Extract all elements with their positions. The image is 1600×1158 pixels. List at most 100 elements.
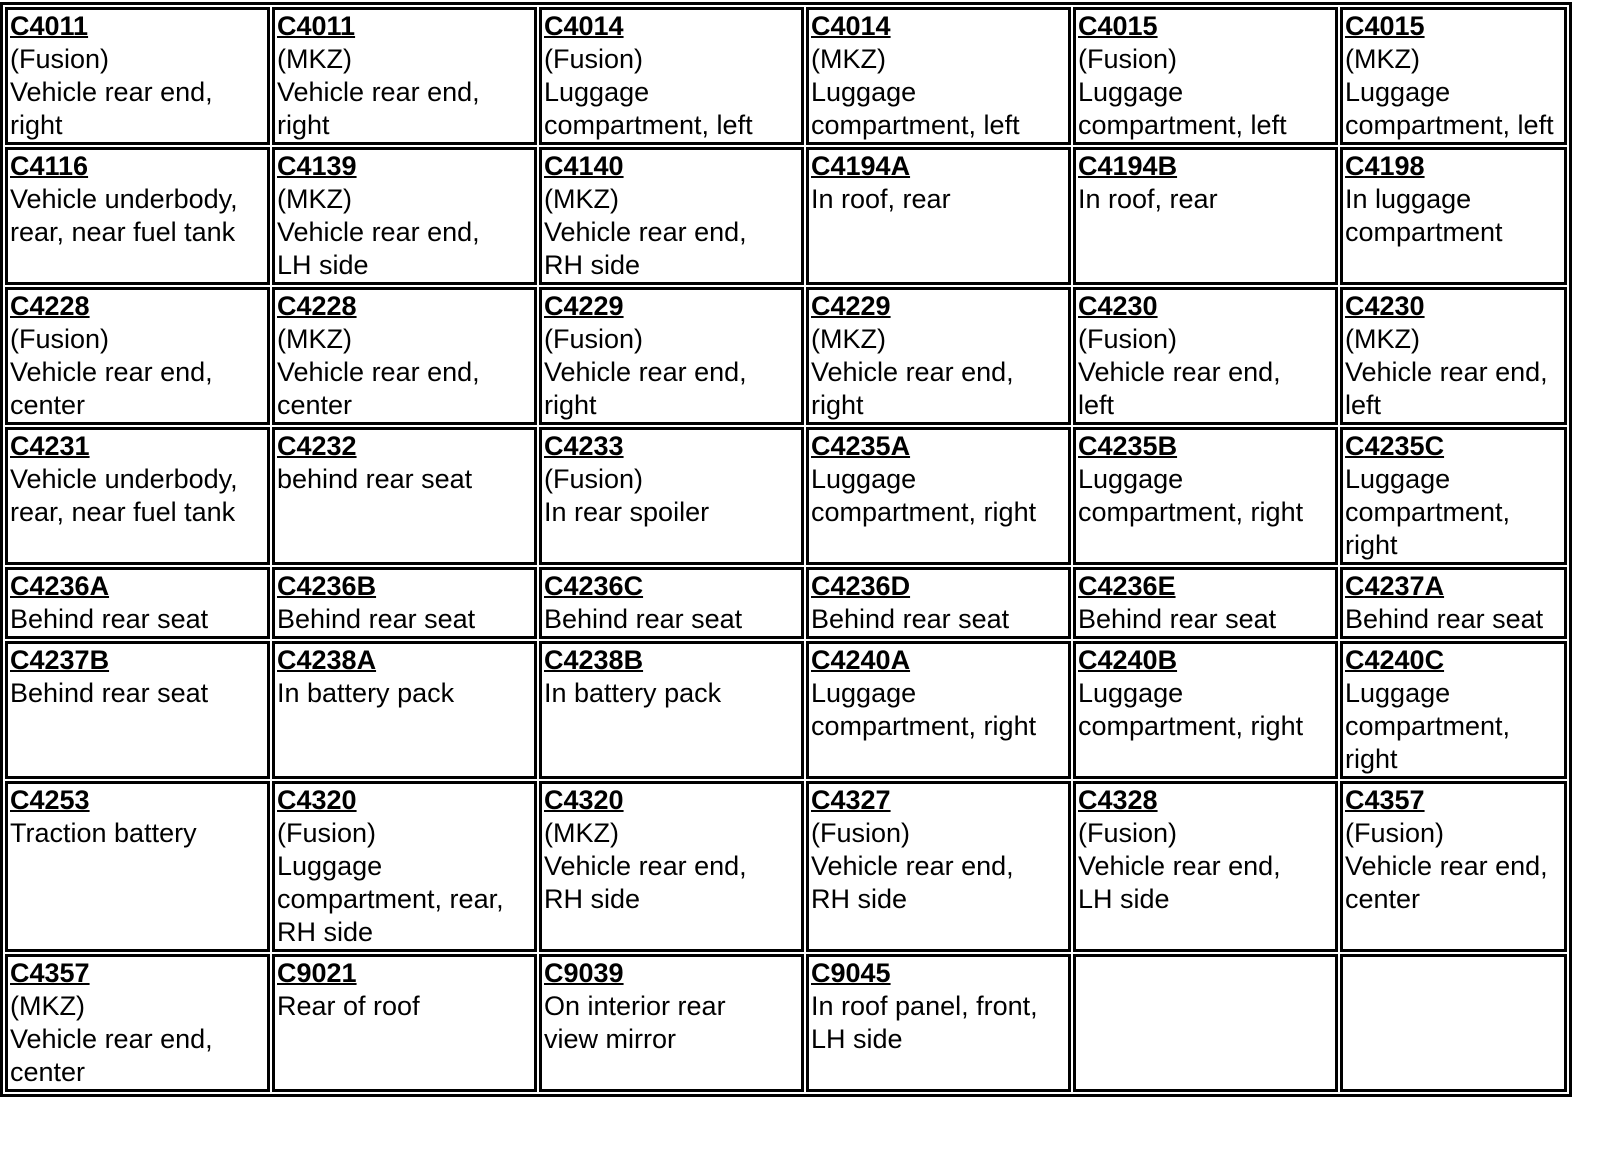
- location-text: Vehicle rear end,: [10, 77, 213, 107]
- location-text: compartment, right: [811, 711, 1037, 741]
- location-text: center: [277, 390, 353, 420]
- connector-code: C4357: [10, 958, 90, 988]
- connector-cell: C4015 (Fusion) Luggage compartment, left: [1073, 7, 1338, 145]
- connector-cell: C4233 (Fusion) In rear spoiler: [539, 427, 804, 565]
- table-row: C4231 Vehicle underbody, rear, near fuel t…: [5, 427, 1567, 565]
- location-text: Luggage: [544, 77, 650, 107]
- connector-cell: C9045 In roof panel, front, LH side: [806, 954, 1071, 1092]
- location-text: Luggage: [277, 851, 383, 881]
- connector-cell: C4011 (Fusion) Vehicle rear end, right: [5, 7, 270, 145]
- location-text: Luggage: [1345, 678, 1451, 708]
- connector-code: C4230: [1078, 291, 1158, 321]
- location-text: LH side: [1078, 884, 1170, 914]
- connector-code: C4357: [1345, 785, 1425, 815]
- connector-cell: C4236B Behind rear seat: [272, 567, 537, 639]
- connector-cell: C4228 (MKZ) Vehicle rear end, center: [272, 287, 537, 425]
- location-text: (MKZ): [1345, 324, 1420, 354]
- table-row: C4357 (MKZ) Vehicle rear end, center C9021 Re…: [5, 954, 1567, 1092]
- location-text: (Fusion): [10, 44, 110, 74]
- location-text: RH side: [277, 917, 374, 947]
- location-text: compartment, left: [811, 110, 1020, 140]
- connector-cell: C4236E Behind rear seat: [1073, 567, 1338, 639]
- connector-cell: C4235C Luggage compartment, right: [1340, 427, 1567, 565]
- connector-code: C4253: [10, 785, 90, 815]
- location-text: In battery pack: [277, 678, 455, 708]
- table-row: C4011 (Fusion) Vehicle rear end, right C4011…: [5, 7, 1567, 145]
- location-text: right: [10, 110, 63, 140]
- location-text: Vehicle rear end,: [811, 357, 1014, 387]
- location-text: (MKZ): [277, 44, 352, 74]
- table-row: C4237B Behind rear seat C4238A In battery p…: [5, 641, 1567, 779]
- location-text: compartment: [1345, 217, 1503, 247]
- connector-code: C4236E: [1078, 571, 1176, 601]
- location-text: center: [10, 390, 86, 420]
- connector-cell: C4238A In battery pack: [272, 641, 537, 779]
- connector-cell: C4228 (Fusion) Vehicle rear end, center: [5, 287, 270, 425]
- location-text: Vehicle rear end,: [277, 217, 480, 247]
- connector-cell: C4236C Behind rear seat: [539, 567, 804, 639]
- connector-code: C9039: [544, 958, 624, 988]
- connector-code: C4238B: [544, 645, 644, 675]
- connector-code: C4229: [811, 291, 891, 321]
- connector-cell: C4237B Behind rear seat: [5, 641, 270, 779]
- location-text: left: [1345, 390, 1382, 420]
- connector-cell: C4240C Luggage compartment, right: [1340, 641, 1567, 779]
- connector-code: C4240A: [811, 645, 911, 675]
- location-text: right: [277, 110, 330, 140]
- connector-cell: C4237A Behind rear seat: [1340, 567, 1567, 639]
- location-text: LH side: [811, 1024, 903, 1054]
- connector-cell: C4236D Behind rear seat: [806, 567, 1071, 639]
- connector-code: C4014: [544, 11, 624, 41]
- connector-code: C4139: [277, 151, 357, 181]
- connector-code: C4238A: [277, 645, 377, 675]
- connector-code: C4015: [1078, 11, 1158, 41]
- connector-cell: C4238B In battery pack: [539, 641, 804, 779]
- connector-cell: C4139 (MKZ) Vehicle rear end, LH side: [272, 147, 537, 285]
- location-text: (Fusion): [1078, 44, 1178, 74]
- location-text: compartment, right: [1078, 497, 1304, 527]
- location-text: compartment, left: [1345, 110, 1554, 140]
- connector-code: C4014: [811, 11, 891, 41]
- connector-code: C4229: [544, 291, 624, 321]
- connector-cell: C4232 behind rear seat: [272, 427, 537, 565]
- location-text: Vehicle underbody,: [10, 464, 238, 494]
- location-text: In rear spoiler: [544, 497, 710, 527]
- empty-cell: [1073, 954, 1338, 1092]
- connector-code: C4233: [544, 431, 624, 461]
- location-text: compartment,: [1345, 497, 1511, 527]
- location-text: (Fusion): [544, 44, 644, 74]
- location-text: left: [1078, 390, 1115, 420]
- connector-code: C4140: [544, 151, 624, 181]
- location-text: Luggage: [1078, 77, 1184, 107]
- connector-cell: C4236A Behind rear seat: [5, 567, 270, 639]
- location-text: (Fusion): [544, 324, 644, 354]
- table-row: C4253 Traction battery C4320 (Fusion) Luggag…: [5, 781, 1567, 952]
- connector-cell: C4194B In roof, rear: [1073, 147, 1338, 285]
- location-text: Vehicle rear end,: [544, 217, 747, 247]
- connector-code: C9021: [277, 958, 357, 988]
- location-text: Luggage: [1345, 77, 1451, 107]
- connector-cell: C4328 (Fusion) Vehicle rear end, LH side: [1073, 781, 1338, 952]
- connector-code: C4235B: [1078, 431, 1178, 461]
- connector-cell: C4011 (MKZ) Vehicle rear end, right: [272, 7, 537, 145]
- location-text: compartment, rear,: [277, 884, 504, 914]
- location-text: rear, near fuel tank: [10, 217, 236, 247]
- location-text: (MKZ): [1345, 44, 1420, 74]
- connector-code: C4231: [10, 431, 90, 461]
- connector-cell: C4235B Luggage compartment, right: [1073, 427, 1338, 565]
- connector-cell: C4116 Vehicle underbody, rear, near fuel t…: [5, 147, 270, 285]
- location-text: rear, near fuel tank: [10, 497, 236, 527]
- connector-code: C4320: [277, 785, 357, 815]
- connector-code: C4116: [10, 151, 89, 181]
- location-text: Behind rear seat: [544, 604, 743, 634]
- connector-code: C4328: [1078, 785, 1158, 815]
- location-text: RH side: [544, 250, 641, 280]
- location-text: (Fusion): [277, 818, 377, 848]
- connector-cell: C4194A In roof, rear: [806, 147, 1071, 285]
- location-text: Behind rear seat: [10, 678, 209, 708]
- connector-code: C4236A: [10, 571, 110, 601]
- location-text: Vehicle rear end,: [1345, 851, 1548, 881]
- location-text: (MKZ): [10, 991, 85, 1021]
- location-text: (MKZ): [277, 324, 352, 354]
- location-text: Vehicle rear end,: [277, 77, 480, 107]
